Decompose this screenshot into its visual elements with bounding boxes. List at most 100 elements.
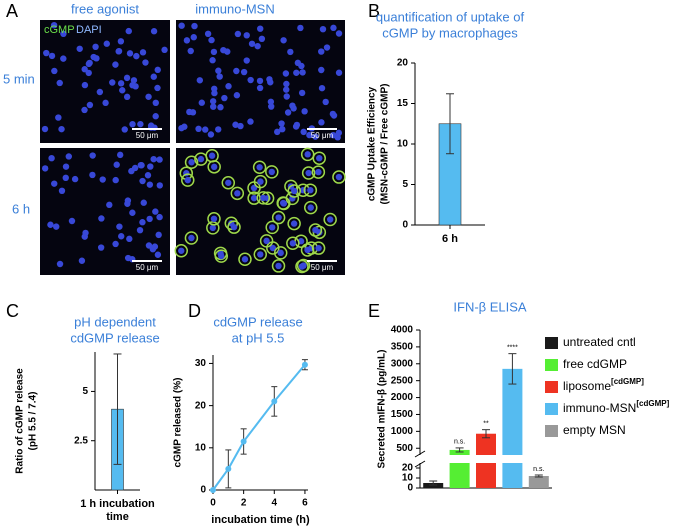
cell [156, 182, 163, 189]
cell [98, 215, 105, 222]
cell [297, 24, 304, 32]
x-axis-label: incubation time (h) [211, 514, 310, 526]
cell [62, 163, 70, 170]
cell [298, 89, 306, 97]
cell [150, 155, 157, 163]
cell [293, 121, 301, 129]
cell [230, 223, 238, 231]
cell [198, 99, 205, 106]
cell-membrane [207, 212, 221, 226]
cell [210, 103, 217, 110]
cell-membrane [303, 200, 318, 215]
cell [50, 21, 58, 29]
cell-membrane [265, 165, 279, 179]
cell [260, 194, 267, 202]
scale-bar-label: 50 μm [311, 263, 334, 272]
cell [89, 152, 96, 159]
cell [53, 223, 60, 230]
cell [319, 25, 327, 33]
bar [449, 463, 470, 488]
panel-letter: E [368, 301, 380, 321]
chart-title: cdGMP release [213, 314, 302, 329]
scale-bar-label: 50 μm [311, 131, 334, 140]
cell [210, 48, 218, 56]
cell [144, 172, 152, 179]
cell [112, 240, 119, 248]
cell [133, 52, 140, 60]
y-tick-label: 4000 [391, 325, 414, 336]
cell [278, 120, 285, 127]
x-tick-label: time [106, 511, 129, 523]
cell [191, 22, 198, 30]
cell [145, 93, 152, 100]
y-axis-label: (MSN-cGMP / Free cGMP) [380, 84, 391, 205]
legend-label: empty MSN [563, 423, 626, 437]
cell-membrane [247, 191, 261, 205]
cell [51, 67, 58, 75]
cell [304, 246, 311, 254]
cell [197, 155, 205, 163]
cell [306, 131, 313, 139]
error-bar [429, 480, 438, 486]
cell [208, 36, 215, 44]
cell [156, 213, 163, 221]
cell [140, 199, 147, 206]
cell [78, 257, 86, 264]
cell [81, 233, 88, 240]
cell [217, 104, 224, 111]
cell [150, 73, 157, 80]
x-tick-label: 4 [272, 498, 278, 509]
cell [268, 103, 275, 110]
cell [209, 57, 216, 64]
row-label: 6 h [12, 201, 30, 216]
y-tick-label: 20 [397, 58, 409, 69]
cell [207, 131, 215, 138]
cell [232, 121, 239, 128]
cell [240, 68, 248, 76]
cell [225, 179, 232, 186]
micrograph [40, 148, 170, 275]
cell [277, 249, 284, 257]
cell [129, 209, 136, 216]
cell [221, 94, 228, 102]
cell-membrane [287, 216, 301, 231]
cell [106, 201, 113, 209]
chart-title: cGMP by macrophages [382, 25, 518, 40]
cell [274, 128, 281, 136]
panel-letter: D [188, 301, 201, 321]
cell [178, 247, 185, 254]
cell [136, 226, 144, 234]
x-tick-label: 1 h incubation [80, 498, 155, 510]
y-tick-label: 5 [402, 179, 408, 190]
cell [96, 88, 104, 96]
cell [115, 47, 123, 55]
cell [204, 30, 212, 38]
cell [56, 260, 64, 268]
cell [150, 28, 158, 35]
cell [81, 66, 88, 73]
cell [62, 174, 69, 182]
cell-membrane [184, 155, 199, 170]
cell [47, 221, 54, 228]
point [225, 465, 232, 472]
cell [41, 125, 49, 133]
cell [312, 226, 319, 234]
legend-swatch [545, 425, 558, 437]
cell [233, 92, 241, 99]
cell-membrane [287, 184, 301, 198]
cell [58, 125, 65, 133]
cell-membrane [271, 210, 286, 225]
cell [208, 152, 216, 159]
cell-membrane [253, 247, 268, 262]
bar [528, 476, 549, 488]
cell [41, 165, 49, 172]
cell-membrane [273, 246, 288, 260]
cell [118, 233, 125, 240]
legend-swatch [545, 337, 558, 349]
cell [55, 114, 62, 121]
y-tick-label: 500 [396, 443, 413, 454]
cell [250, 194, 258, 202]
cell [215, 67, 222, 74]
cell-membrane [311, 241, 326, 255]
chart-title: at pH 5.5 [232, 330, 285, 345]
